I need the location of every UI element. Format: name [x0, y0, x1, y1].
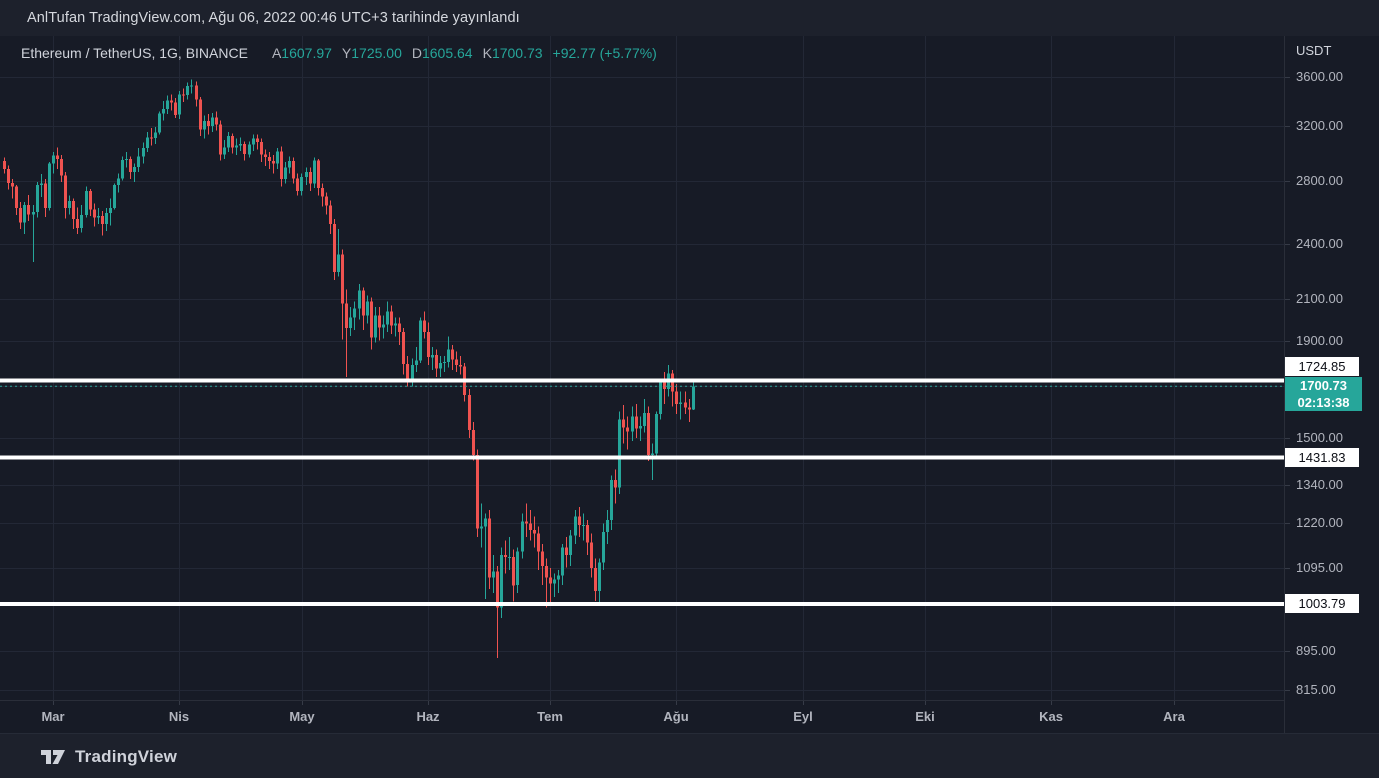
month-tick-mark [1051, 701, 1052, 705]
month-label: Tem [537, 709, 563, 724]
publication-attribution[interactable]: AnlTufan TradingView.com, Ağu 06, 2022 0… [27, 10, 520, 26]
horizontal-level-lines [0, 378, 1284, 606]
price-tick-mark [1285, 523, 1290, 524]
time-axis[interactable]: Mar Nis May Haz Tem Ağu Eyl Eki Kas Ara [0, 700, 1284, 734]
month-label: Kas [1039, 709, 1063, 724]
month-label: Mar [41, 709, 65, 724]
month-tick-mark [302, 701, 303, 705]
price-tick-label: 895.00 [1296, 643, 1336, 658]
price-tick-mark [1285, 485, 1290, 486]
price-tick-label: 2100.00 [1296, 291, 1343, 306]
price-tick-label: 1340.00 [1296, 477, 1343, 492]
month-label: Nis [168, 709, 190, 724]
month-tick-mark [925, 701, 926, 705]
month-label: Ağu [663, 709, 689, 724]
price-tick-mark [1285, 244, 1290, 245]
price-tick-label: 3200.00 [1296, 118, 1343, 133]
currency-label: USDT [1296, 43, 1332, 58]
price-tick-mark [1285, 126, 1290, 127]
candle-countdown: 02:13:38 [1297, 395, 1350, 410]
month-tick-mark [179, 701, 180, 705]
candlestick-series [3, 79, 695, 659]
price-tick-label: 1900.00 [1296, 333, 1343, 348]
month-label: May [289, 709, 315, 724]
price-tick-mark [1285, 181, 1290, 182]
tradingview-logo-icon[interactable] [40, 746, 66, 768]
current-price-label[interactable]: 1700.73 02:13:38 [1285, 377, 1362, 411]
level-line [0, 455, 1284, 460]
brand-bar: TradingView [0, 733, 1379, 778]
price-tick-mark [1285, 77, 1290, 78]
close-label: K [482, 45, 492, 61]
open-label: A [271, 45, 282, 61]
grid-lines [0, 36, 1284, 700]
month-label: Haz [416, 709, 440, 724]
month-tick-mark [550, 701, 551, 705]
high-value: 1725.00 [351, 45, 402, 61]
price-tick-label: 1500.00 [1296, 430, 1343, 445]
chart-region: Ethereum / TetherUS, 1G, BINANCE A1607.97… [0, 36, 1379, 733]
current-price-value: 1700.73 [1300, 378, 1347, 393]
price-tick-mark [1285, 299, 1290, 300]
price-tick-mark [1285, 341, 1290, 342]
level-line [0, 378, 1284, 383]
high-label: Y [341, 45, 352, 61]
month-label: Ara [1163, 709, 1185, 724]
price-tick-mark [1285, 568, 1290, 569]
price-tick-label: 1220.00 [1296, 515, 1343, 530]
level-price-label[interactable]: 1431.83 [1285, 448, 1359, 467]
level-line [0, 601, 1284, 606]
month-tick-mark [676, 701, 677, 705]
price-axis[interactable]: USDT 3600.00 3200.00 2800.00 2400.00 2100.00… [1284, 36, 1379, 733]
publication-bar: AnlTufan TradingView.com, Ağu 06, 2022 0… [0, 0, 1379, 37]
month-label: Eyl [793, 709, 813, 724]
month-tick-mark [803, 701, 804, 705]
price-tick-label: 2400.00 [1296, 236, 1343, 251]
month-tick-mark [428, 701, 429, 705]
month-tick-mark [1174, 701, 1175, 705]
price-tick-label: 3600.00 [1296, 69, 1343, 84]
level-price-label[interactable]: 1724.85 [1285, 357, 1359, 376]
brand-name[interactable]: TradingView [75, 746, 178, 766]
price-tick-label: 815.00 [1296, 682, 1336, 697]
price-chart-canvas[interactable] [0, 36, 1284, 700]
price-tick-mark [1285, 438, 1290, 439]
low-label: D [411, 45, 422, 61]
price-tick-label: 1095.00 [1296, 560, 1343, 575]
month-label: Eki [915, 709, 935, 724]
price-tick-mark [1285, 690, 1290, 691]
symbol-title[interactable]: Ethereum / TetherUS, 1G, BINANCE [21, 45, 248, 61]
month-tick-mark [53, 701, 54, 705]
open-value: 1607.97 [281, 45, 332, 61]
chart-pane[interactable]: Ethereum / TetherUS, 1G, BINANCE A1607.97… [0, 36, 1284, 700]
level-price-label[interactable]: 1003.79 [1285, 594, 1359, 613]
close-value: 1700.73 [491, 45, 543, 61]
price-tick-mark [1285, 651, 1290, 652]
symbol-legend: Ethereum / TetherUS, 1G, BINANCE A1607.97… [21, 45, 657, 61]
low-value: 1605.64 [421, 45, 473, 61]
change-value: +92.77 (+5.77%) [552, 45, 657, 61]
price-tick-label: 2800.00 [1296, 173, 1343, 188]
